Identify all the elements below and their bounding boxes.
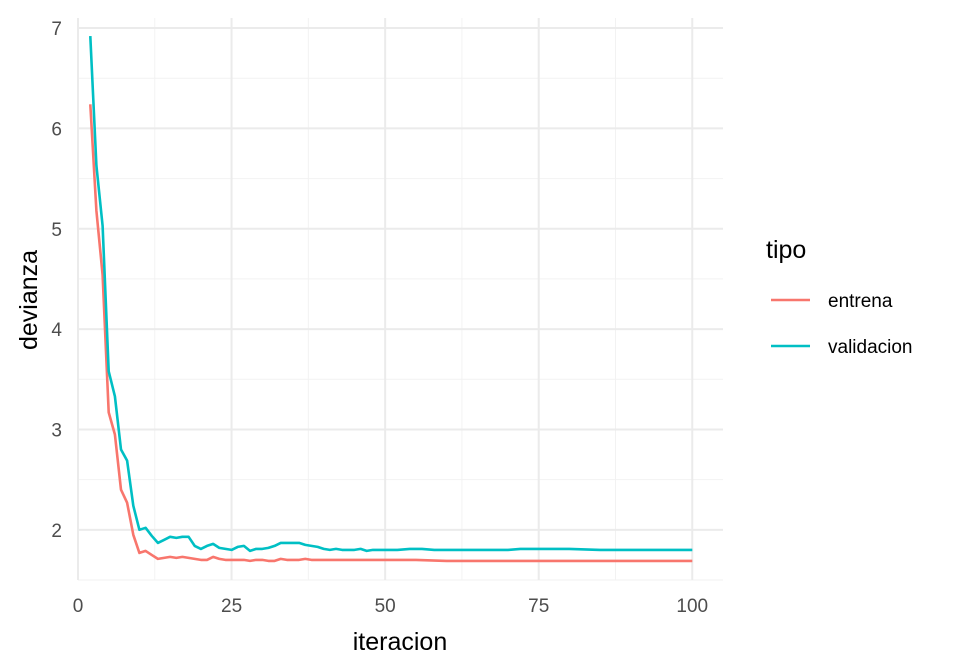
y-tick-label: 2 [51,521,62,542]
legend-label-validacion: validacion [828,337,913,358]
series-line-entrena [89,104,693,563]
legend: tipo entrena validacion [766,236,913,358]
legend-label-entrena: entrena [828,291,893,312]
y-tick-label: 4 [51,320,62,341]
y-tick-label: 3 [51,420,62,441]
legend-title: tipo [766,236,806,264]
y-tick-label: 5 [51,220,62,241]
y-tick-label: 7 [51,19,62,40]
x-tick-label: 75 [528,596,549,617]
grid-lines [77,18,723,581]
series-layer [89,36,693,563]
y-axis-title: devianza [15,250,43,350]
legend-item-entrena: entrena [771,291,893,312]
y-axis-ticks: 2 3 4 5 6 7 [51,19,62,542]
x-axis-ticks: 0 25 50 75 100 [73,596,708,617]
legend-item-validacion: validacion [771,337,913,358]
x-tick-label: 50 [375,596,396,617]
x-tick-label: 25 [221,596,242,617]
x-axis-title: iteracion [353,628,448,656]
series-line-validacion [89,36,693,553]
y-tick-label: 6 [51,119,62,140]
x-tick-label: 100 [676,596,708,617]
legend-items: entrena validacion [771,291,913,358]
x-tick-label: 0 [73,596,84,617]
